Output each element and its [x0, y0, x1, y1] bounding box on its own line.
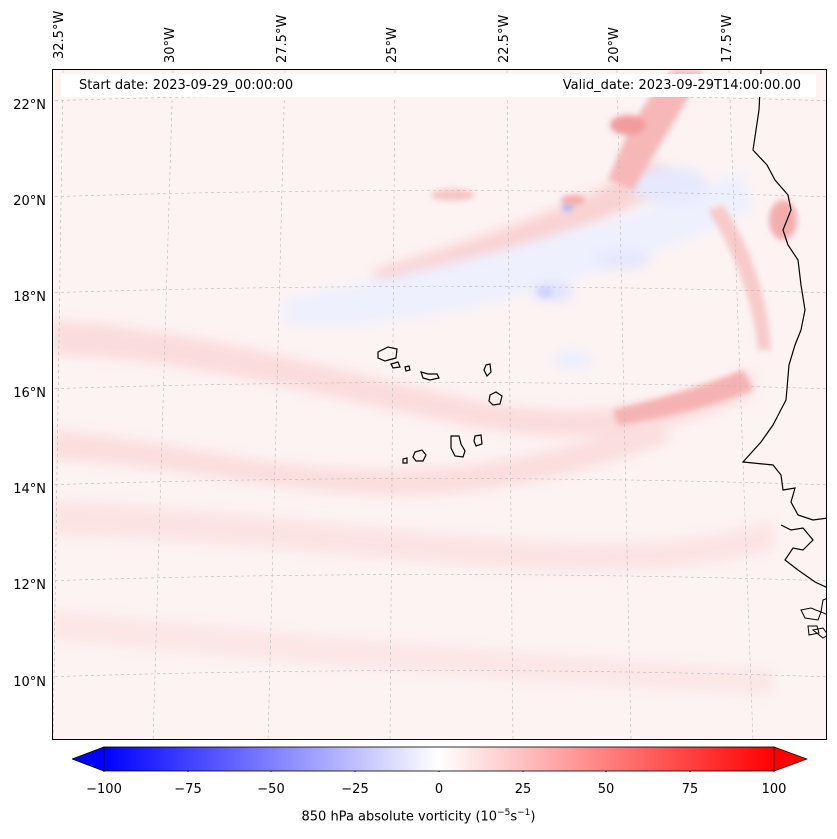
- colorbar-tick-0: 0: [434, 782, 444, 797]
- colorbar-tick-50: 50: [597, 782, 615, 797]
- lat-label-12n: 12°N: [13, 578, 46, 593]
- colorbar-ticks: [103, 771, 775, 772]
- map-canvas: [53, 70, 826, 739]
- lon-label-25w: 25°W: [385, 27, 400, 63]
- island-santo-antao: [377, 346, 398, 362]
- vorticity-map[interactable]: Start date: 2023-09-29_00:00:00 Valid_da…: [52, 69, 827, 740]
- colorbar-tick-100: 100: [761, 782, 787, 797]
- lon-label-20w: 20°W: [607, 27, 622, 63]
- island-boa-vista: [488, 391, 503, 406]
- island-fogo: [412, 449, 427, 462]
- lon-label-22-5w: 22.5°W: [497, 14, 512, 63]
- island-santa-luzia: [404, 365, 411, 372]
- island-brava: [402, 457, 408, 464]
- island-maio: [473, 434, 483, 447]
- lat-label-10n: 10°N: [13, 675, 46, 690]
- colorbar-tick-minus-100: −100: [86, 782, 122, 797]
- lon-label-30w: 30°W: [163, 27, 178, 63]
- colorbar-tick-25: 25: [514, 782, 532, 797]
- graticule: [53, 70, 826, 739]
- start-date-label: Start date: 2023-09-29_00:00:00: [79, 78, 294, 93]
- island-sao-nicolau: [420, 371, 440, 381]
- lon-label-32-5w: 32.5°W: [52, 10, 67, 59]
- lat-label-22n: 22°N: [13, 98, 46, 113]
- lon-label-27-5w: 27.5°W: [275, 14, 290, 63]
- vorticity-negative-cores: [537, 203, 574, 297]
- island-sal: [483, 363, 492, 378]
- guinea-bissau-islands: [800, 598, 826, 639]
- vorticity-positive-cores: [431, 70, 797, 425]
- valid-date-label: Valid_date: 2023-09-29T14:00:00.00: [562, 78, 801, 93]
- lon-label-17-5w: 17.5°W: [720, 14, 735, 63]
- gambia-coast: [780, 524, 826, 588]
- lat-label-16n: 16°N: [13, 386, 46, 401]
- colorbar-tick-minus-50: −50: [257, 782, 285, 797]
- vorticity-negative-patches: [283, 167, 753, 370]
- colorbar-tick-minus-75: −75: [174, 782, 202, 797]
- colorbar-gradient: [103, 746, 775, 772]
- colorbar-tick-minus-25: −25: [341, 782, 369, 797]
- lat-label-18n: 18°N: [13, 290, 46, 305]
- island-santiago: [450, 435, 466, 458]
- colorbar-label: 850 hPa absolute vorticity (10−5s−1): [301, 808, 536, 825]
- lat-label-14n: 14°N: [13, 482, 46, 497]
- header-band: [61, 74, 816, 97]
- cabo-verde-islands: [377, 346, 503, 464]
- island-sao-vicente: [390, 361, 401, 369]
- colorbar-tick-75: 75: [681, 782, 699, 797]
- west-africa-coastline: [741, 70, 826, 521]
- colorbar: [72, 746, 808, 772]
- colorbar-max-extend: [773, 746, 808, 772]
- lat-label-20n: 20°N: [13, 194, 46, 209]
- colorbar-min-extend: [72, 746, 105, 772]
